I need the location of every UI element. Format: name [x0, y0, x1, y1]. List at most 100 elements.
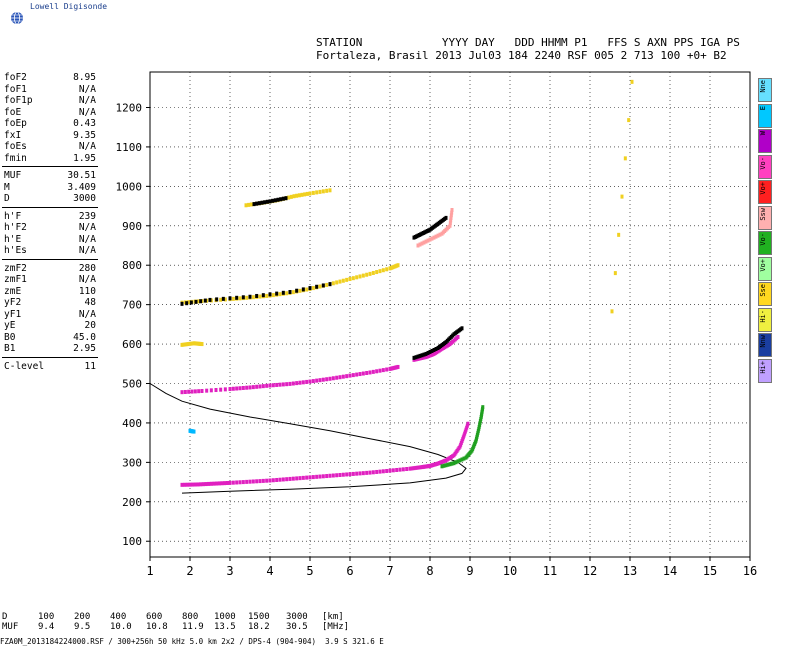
echo-point	[321, 189, 325, 194]
echo-point	[190, 389, 194, 394]
param-value: 9.35	[73, 129, 96, 141]
echo-point	[291, 381, 295, 386]
y-tick-label: 400	[122, 417, 142, 430]
echo-point	[183, 389, 187, 394]
echo-point	[331, 376, 335, 381]
x-tick-label: 15	[703, 564, 717, 578]
echo-point	[385, 367, 389, 372]
echo-point	[273, 198, 277, 203]
echo-point	[331, 281, 335, 286]
echo-point	[358, 274, 362, 279]
param-row: zmF1 N/A	[0, 274, 100, 286]
legend-label: Sse	[759, 284, 767, 297]
param-row: C-level 11	[0, 361, 100, 373]
x-tick-label: 5	[306, 564, 313, 578]
echo-point	[245, 479, 249, 484]
echo-point	[378, 368, 382, 373]
param-label: h'E	[4, 233, 22, 245]
echo-point	[348, 472, 352, 477]
echo-point	[426, 238, 430, 243]
echo-point	[305, 379, 309, 384]
param-value: 110	[78, 285, 96, 297]
echo-point	[201, 482, 205, 487]
legend-swatch: Vo+	[758, 256, 772, 281]
echo-point	[199, 299, 203, 304]
legend-label: Hi-	[759, 309, 767, 323]
echo-point	[422, 240, 426, 245]
x-tick-label: 8	[426, 564, 433, 578]
echo-point	[311, 286, 315, 291]
echo-point	[203, 298, 207, 303]
param-row: zmF2 280	[0, 263, 100, 275]
y-tick-label: 500	[122, 378, 142, 391]
x-tick-label: 3	[226, 564, 233, 578]
echo-point	[258, 384, 262, 389]
param-row: foE N/A	[0, 107, 100, 119]
echo-point	[325, 282, 329, 287]
echo-point	[462, 456, 466, 461]
echo-point	[418, 353, 422, 358]
echo-point	[315, 378, 319, 383]
echo-point	[281, 382, 285, 387]
echo-point	[271, 478, 275, 483]
echo-point	[335, 375, 339, 380]
echo-point	[460, 457, 464, 462]
param-row: foF2 8.95	[0, 72, 100, 84]
echo-point	[257, 201, 261, 206]
echo-point	[361, 371, 365, 376]
echo-point	[361, 273, 365, 278]
echo-point	[328, 188, 332, 193]
echo-point	[190, 341, 194, 346]
echo-point	[251, 385, 255, 390]
echo-point	[215, 481, 219, 486]
param-row: h'F2 N/A	[0, 222, 100, 234]
echo-point	[189, 300, 193, 305]
echo-point	[238, 480, 242, 485]
echo-point	[325, 474, 329, 479]
y-tick-label: 900	[122, 220, 142, 233]
echo-point	[298, 380, 302, 385]
echo-point	[251, 295, 255, 300]
x-tick-label: 16	[743, 564, 757, 578]
echo-point	[298, 476, 302, 481]
echo-point	[235, 480, 239, 485]
echo-point	[321, 283, 325, 288]
echo-point	[311, 475, 315, 480]
echo-point	[381, 469, 385, 474]
echo-point	[460, 326, 464, 331]
echo-point	[426, 350, 430, 355]
legend-label: E	[759, 105, 767, 110]
echo-point	[388, 468, 392, 473]
echo-point	[204, 482, 208, 487]
echo-point	[412, 466, 416, 471]
echo-point	[410, 466, 414, 471]
param-label: foF1	[4, 83, 27, 95]
echo-point	[268, 199, 272, 204]
echo-point	[305, 475, 309, 480]
echo-point	[348, 277, 352, 282]
echo-point	[401, 467, 405, 472]
table-cell: 18.2	[248, 622, 270, 632]
echo-point	[255, 479, 259, 484]
echo-point	[446, 462, 450, 467]
echo-point	[200, 342, 204, 347]
echo-point	[228, 480, 232, 485]
param-label: B0	[4, 331, 16, 343]
echo-point	[235, 295, 239, 300]
param-value: 11	[84, 360, 96, 372]
y-tick-label: 600	[122, 338, 142, 351]
echo-point	[271, 293, 275, 298]
echo-point	[221, 296, 225, 301]
echo-point	[396, 364, 400, 369]
echo-point	[209, 481, 213, 486]
echo-point	[191, 482, 195, 487]
param-row: h'Es N/A	[0, 245, 100, 257]
echo-point	[188, 482, 192, 487]
echo-point	[180, 342, 184, 347]
legend-swatch: W	[758, 129, 772, 153]
echo-point	[456, 459, 460, 464]
echo-point	[328, 473, 332, 478]
echo-point	[385, 468, 389, 473]
echo-point	[416, 243, 420, 248]
